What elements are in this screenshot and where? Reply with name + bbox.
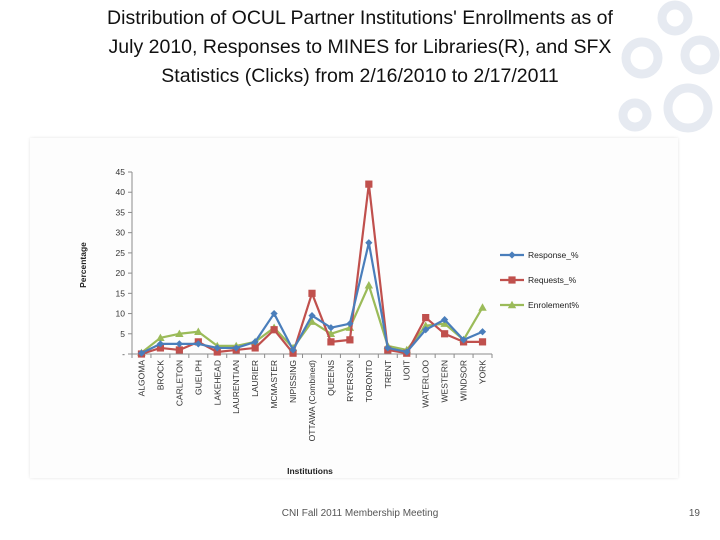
x-tick-label: CARLETON [174,360,184,406]
data-point-requests [270,326,278,334]
x-tick-label: UOIT [402,360,412,380]
y-tick-label: 30 [116,228,126,238]
x-tick-label: RYERSON [345,360,355,402]
data-point-enrolement [478,303,487,311]
x-tick-label: GUELPH [193,360,203,395]
data-point-requests [346,336,354,344]
data-point-response [403,348,411,356]
data-point-enrolement [421,321,430,329]
y-tick-label: 15 [116,288,126,298]
data-point-requests [156,344,165,352]
slide-title: Distribution of OCUL Partner Institution… [20,4,700,91]
x-tick-label: TORONTO [364,360,374,403]
x-tick-label: WATERLOO [421,360,431,408]
data-point-requests [175,346,183,354]
legend-marker [508,276,516,284]
y-tick-label: 45 [116,167,126,177]
series-line-response [140,241,483,355]
title-line-3: Statistics (Clicks) from 2/16/2010 to 2/… [161,65,559,87]
legend-label: Enrolement% [528,300,579,310]
line-chart: - 5 10 15 20 25 30 35 40 45 ALGOMA BROCK CARLETON GU… [78,167,579,476]
data-point-enrolement [364,281,374,289]
y-tick-label: - [122,349,125,359]
x-axis-title: Institutions [287,466,333,476]
data-point-response [459,336,468,344]
x-tick-label: LAKEHEAD [212,360,222,405]
legend-label: Response_% [528,250,579,260]
x-tick-label: YORK [478,360,488,384]
page-number: 19 [688,508,700,519]
y-tick-label: 35 [116,207,126,217]
slide-footer: CNI Fall 2011 Membership Meeting [281,508,439,519]
x-tick-label: OTTAWA (Combined) [307,360,317,442]
data-point-response [346,320,354,328]
data-point-response [232,344,240,352]
series-requests [137,180,487,358]
legend-item-requests: Requests_% [500,275,577,285]
x-tick-label: BROCK [155,360,165,391]
x-tick-label: NIPISSING [288,360,298,403]
x-tick-label: MCMASTER [269,360,279,409]
chart-legend: Response_% Requests_% Enrolement% [500,250,579,310]
data-point-response [478,328,487,336]
x-tick-label: LAURIER [250,360,260,397]
legend-label: Requests_% [528,275,577,285]
y-axis: - 5 10 15 20 25 30 35 40 45 [116,167,133,359]
y-tick-label: 5 [120,329,125,339]
data-point-enrolement [175,329,184,337]
legend-marker [508,251,516,259]
x-tick-label: TRENT [383,360,393,388]
data-point-enrolement [307,317,317,325]
data-point-response [289,346,297,354]
data-point-response [327,324,335,332]
legend-marker [507,300,517,309]
series-response [137,239,487,357]
x-tick-label: WESTERN [440,360,450,403]
y-tick-label: 10 [116,309,126,319]
data-point-requests [365,180,373,188]
decorative-circles-graphic [618,0,720,133]
title-line-2: July 2010, Responses to MINES for Librar… [108,36,612,58]
x-tick-label: QUEENS [326,360,336,396]
y-axis-title: Percentage [78,242,88,288]
data-point-requests [327,338,335,346]
x-tick-label: ALGOMA [136,360,146,397]
data-point-response [422,326,430,334]
data-point-enrolement [194,327,203,335]
data-point-enrolement [156,333,165,342]
series-line-requests [141,183,483,356]
legend-item-enrolement: Enrolement% [500,300,579,310]
legend-item-response: Response_% [500,250,579,260]
data-point-requests [422,314,430,322]
title-line-1: Distribution of OCUL Partner Institution… [107,7,613,29]
data-point-requests [478,338,487,346]
chart-series [137,180,487,358]
x-axis: ALGOMA BROCK CARLETON GUELPH LAKEHEAD LAURENT… [131,353,493,442]
data-point-requests [441,330,449,338]
data-point-response [365,239,373,247]
data-point-response [137,349,146,357]
data-point-requests [251,344,259,352]
x-tick-label: LAURENTIAN [231,360,241,414]
data-point-response [213,344,221,352]
y-tick-label: 20 [116,268,126,278]
x-tick-label: WINDSOR [459,360,469,401]
y-tick-label: 40 [116,187,126,197]
data-point-requests [213,348,221,356]
chart-panel: - 5 10 15 20 25 30 35 40 45 ALGOMA BROCK CARLETON GU… [30,138,678,478]
data-point-requests [308,289,316,297]
y-tick-label: 25 [116,248,126,258]
